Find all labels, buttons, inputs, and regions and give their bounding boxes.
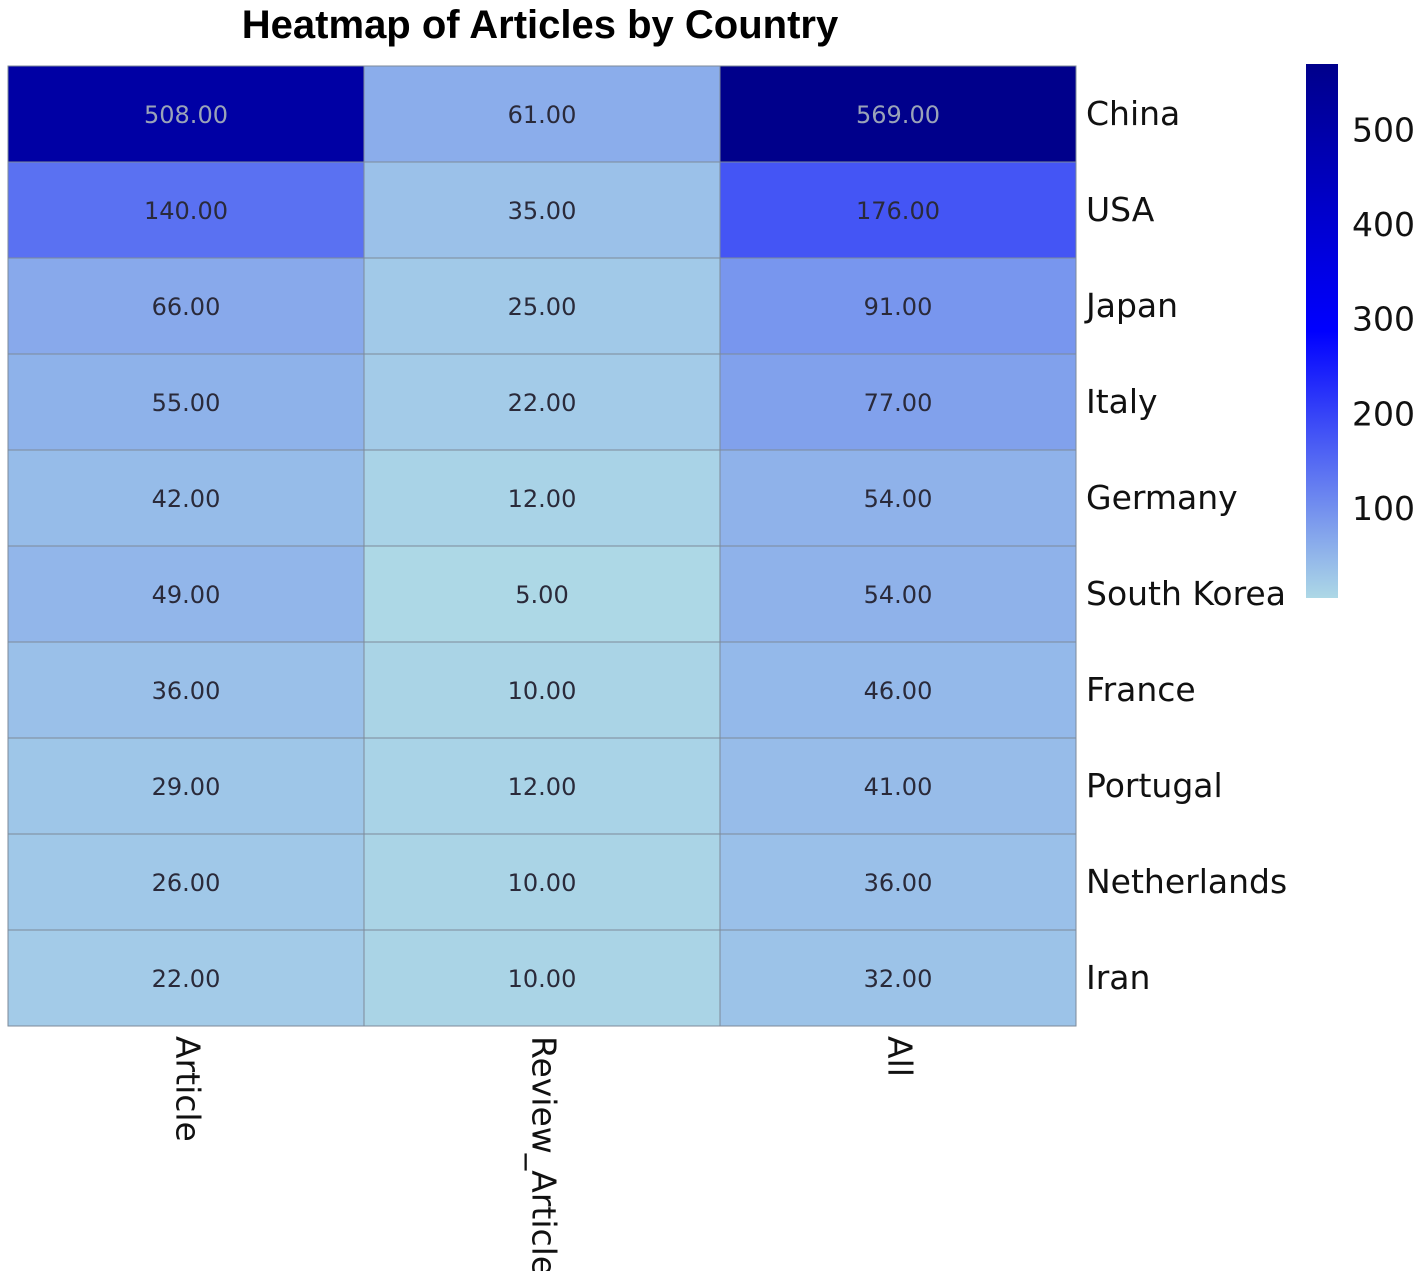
cell-value-label: 42.00 xyxy=(152,485,221,513)
colorbar-tick-label: 200 xyxy=(1352,394,1415,433)
row-label: Japan xyxy=(1084,286,1178,325)
cell-value-label: 66.00 xyxy=(152,293,221,321)
column-label: All xyxy=(881,1036,920,1077)
row-label: Iran xyxy=(1086,958,1150,997)
cell-value-label: 77.00 xyxy=(864,389,933,417)
cell-value-label: 36.00 xyxy=(864,869,933,897)
column-labels: Article Review_Article All xyxy=(169,1036,920,1271)
row-label: South Korea xyxy=(1086,574,1286,613)
heatmap-cell xyxy=(363,449,721,547)
heatmap-cell xyxy=(719,929,1077,1027)
heatmap-cell xyxy=(363,161,721,259)
row-label: Germany xyxy=(1086,478,1238,517)
cell-value-label: 12.00 xyxy=(508,773,577,801)
row-label: Portugal xyxy=(1086,766,1223,805)
heatmap-cell xyxy=(719,737,1077,835)
cell-value-label: 29.00 xyxy=(152,773,221,801)
cell-value-label: 61.00 xyxy=(508,101,577,129)
colorbar-tick-label: 400 xyxy=(1352,205,1415,244)
row-labels: China USA Japan Italy Germany South Korea Fran… xyxy=(1084,94,1287,997)
heatmap-cell xyxy=(719,833,1077,931)
heatmap-cell xyxy=(719,65,1077,163)
column-label: Review_Article xyxy=(525,1036,564,1271)
heatmap-cell xyxy=(7,161,365,259)
cell-value-label: 12.00 xyxy=(508,485,577,513)
cell-value-label: 36.00 xyxy=(152,677,221,705)
heatmap-cell xyxy=(7,641,365,739)
row-label: Netherlands xyxy=(1086,862,1287,901)
heatmap-cells: 508.00 61.00 569.00 140.00 35.00 176.00 66.00 2… xyxy=(7,65,1077,1027)
heatmap-cell xyxy=(719,641,1077,739)
row-label: France xyxy=(1086,670,1196,709)
cell-value-label: 5.00 xyxy=(515,581,568,609)
cell-value-label: 41.00 xyxy=(864,773,933,801)
cell-value-label: 10.00 xyxy=(508,869,577,897)
heatmap-cell xyxy=(363,545,721,643)
heatmap-cell xyxy=(719,161,1077,259)
row-label: USA xyxy=(1086,190,1155,229)
column-label: Article xyxy=(169,1036,208,1142)
cell-value-label: 46.00 xyxy=(864,677,933,705)
heatmap-cell xyxy=(7,353,365,451)
cell-value-label: 140.00 xyxy=(144,197,228,225)
heatmap-cell xyxy=(719,449,1077,547)
cell-value-label: 22.00 xyxy=(508,389,577,417)
cell-value-label: 54.00 xyxy=(864,581,933,609)
heatmap-cell xyxy=(7,257,365,355)
cell-value-label: 10.00 xyxy=(508,677,577,705)
cell-value-label: 26.00 xyxy=(152,869,221,897)
heatmap-cell xyxy=(7,65,365,163)
cell-value-label: 49.00 xyxy=(152,581,221,609)
heatmap-cell xyxy=(719,353,1077,451)
cell-value-label: 508.00 xyxy=(144,101,228,129)
cell-value-label: 22.00 xyxy=(152,965,221,993)
cell-value-label: 55.00 xyxy=(152,389,221,417)
chart-title: Heatmap of Articles by Country xyxy=(242,3,839,47)
heatmap-cell xyxy=(719,545,1077,643)
heatmap-cell xyxy=(7,737,365,835)
cell-value-label: 25.00 xyxy=(508,293,577,321)
heatmap-cell xyxy=(363,257,721,355)
heatmap-cell xyxy=(363,641,721,739)
colorbar-tick-label: 300 xyxy=(1352,300,1415,339)
cell-value-label: 91.00 xyxy=(864,293,933,321)
heatmap-cell xyxy=(7,929,365,1027)
colorbar-tick-label: 500 xyxy=(1352,110,1415,149)
heatmap-cell xyxy=(363,65,721,163)
colorbar xyxy=(1306,64,1338,598)
cell-value-label: 569.00 xyxy=(856,101,940,129)
colorbar-tick-label: 100 xyxy=(1352,489,1415,528)
heatmap-cell xyxy=(7,449,365,547)
heatmap-cell xyxy=(7,545,365,643)
colorbar-ticks: 100 200 300 400 500 xyxy=(1352,110,1415,528)
cell-value-label: 32.00 xyxy=(864,965,933,993)
row-label: Italy xyxy=(1086,382,1158,421)
cell-value-label: 176.00 xyxy=(856,197,940,225)
heatmap-cell xyxy=(7,833,365,931)
heatmap-cell xyxy=(363,737,721,835)
cell-value-label: 10.00 xyxy=(508,965,577,993)
row-label: China xyxy=(1086,94,1180,133)
cell-value-label: 54.00 xyxy=(864,485,933,513)
cell-value-label: 35.00 xyxy=(508,197,577,225)
heatmap-cell xyxy=(363,929,721,1027)
